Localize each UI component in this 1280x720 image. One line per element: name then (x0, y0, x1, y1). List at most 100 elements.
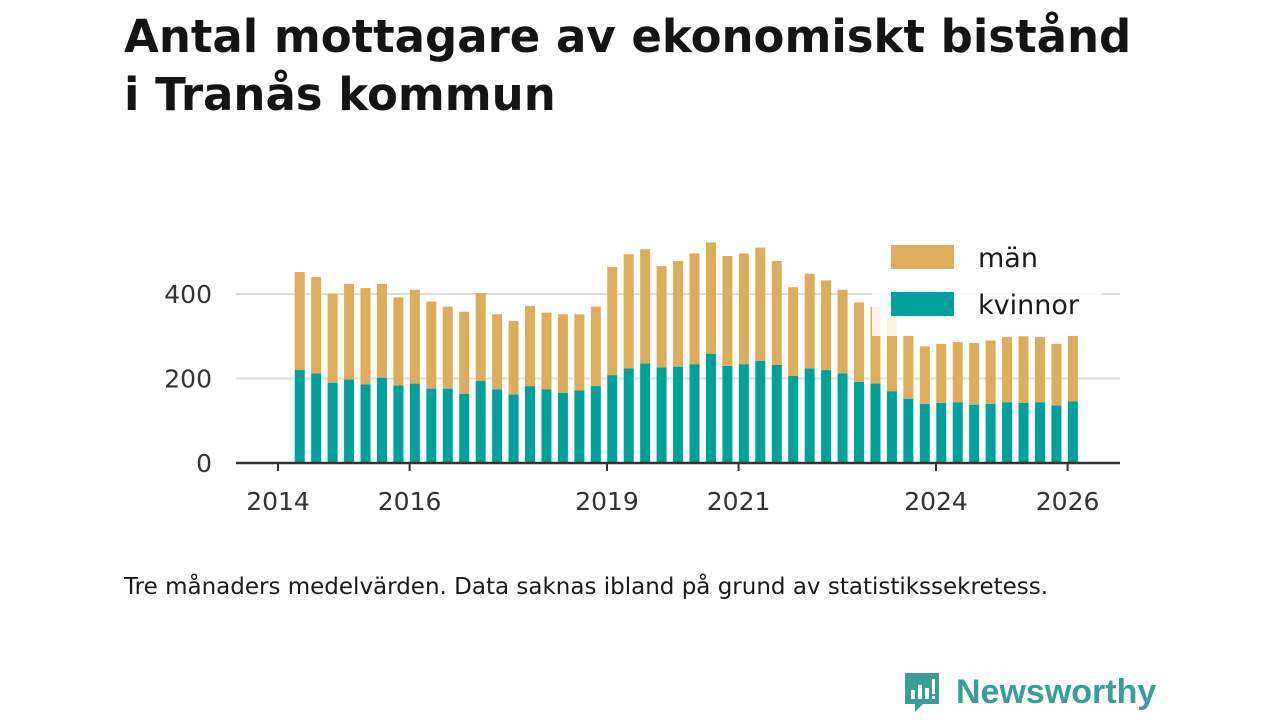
bar-kvinnor (557, 392, 568, 463)
bar-kvinnor (788, 375, 799, 463)
bar-kvinnor (936, 403, 947, 463)
legend: män kvinnor (872, 236, 1102, 336)
bar-man (903, 335, 914, 399)
chart-title-line-2: i Tranås kommun (124, 68, 556, 121)
x-tick-label: 2024 (904, 487, 968, 516)
bar-kvinnor (689, 364, 700, 463)
x-tick-label: 2014 (246, 487, 310, 516)
bar-man (1051, 343, 1062, 406)
bar-kvinnor (623, 368, 634, 463)
bar-kvinnor (771, 364, 782, 463)
bar-kvinnor (344, 379, 355, 463)
bar-kvinnor (705, 353, 716, 463)
bar-man (574, 314, 585, 391)
x-tick-label: 2016 (378, 487, 442, 516)
bar-man (393, 297, 404, 386)
newsworthy-logo: Newsworthy (902, 670, 1156, 714)
bar-man (409, 289, 420, 384)
bar-kvinnor (821, 370, 832, 463)
bar-kvinnor (1067, 401, 1078, 463)
bar-man (525, 305, 536, 387)
legend-swatch-man (891, 245, 954, 269)
bar-kvinnor (738, 364, 749, 463)
bar-man (1034, 337, 1045, 403)
bar-man (344, 283, 355, 380)
bar-man (311, 277, 322, 374)
bar-man (607, 266, 618, 376)
bar-kvinnor (393, 385, 404, 463)
bar-kvinnor (673, 366, 684, 463)
bar-man (508, 321, 519, 395)
legend-swatch-kvinnor (891, 292, 954, 316)
bar-man (952, 342, 963, 403)
bar-man (294, 272, 305, 371)
y-tick-label: 0 (196, 449, 212, 478)
bar-man (738, 253, 749, 365)
bar-kvinnor (755, 360, 766, 463)
bar-man (360, 288, 371, 385)
chart-title-line-1: Antal mottagare av ekonomiskt bistånd (124, 10, 1132, 63)
bar-kvinnor (1034, 402, 1045, 463)
bar-man (442, 306, 453, 389)
bar-kvinnor (590, 386, 601, 463)
bar-kvinnor (525, 386, 536, 463)
bar-kvinnor (656, 367, 667, 463)
bar-kvinnor (1051, 405, 1062, 463)
bar-kvinnor (607, 375, 618, 463)
bar-man (854, 302, 865, 382)
bar-kvinnor (294, 370, 305, 463)
bar-man (788, 287, 799, 376)
bar-man (804, 273, 815, 369)
newsworthy-logo-icon (905, 673, 939, 712)
bar-kvinnor (327, 382, 338, 463)
bar-man (722, 255, 733, 366)
bar-kvinnor (903, 398, 914, 463)
bar-man (771, 261, 782, 365)
bars (294, 242, 1078, 463)
bar-man (673, 261, 684, 367)
bar-kvinnor (360, 384, 371, 463)
bar-kvinnor (722, 365, 733, 463)
legend-label-kvinnor: kvinnor (978, 290, 1080, 321)
bar-man (459, 311, 470, 394)
bar-man (821, 280, 832, 371)
bar-man (837, 289, 848, 374)
bar-kvinnor (854, 381, 865, 463)
bar-man (1002, 337, 1013, 403)
bar-kvinnor (492, 389, 503, 463)
bar-kvinnor (870, 383, 881, 463)
bar-kvinnor (442, 388, 453, 463)
bar-man (557, 314, 568, 393)
bar-man (1018, 336, 1029, 404)
bar-kvinnor (886, 391, 897, 463)
bar-man (492, 314, 503, 390)
x-tick-label: 2026 (1036, 487, 1100, 516)
bar-kvinnor (969, 404, 980, 463)
brand-name: Newsworthy (956, 672, 1157, 711)
bar-kvinnor (311, 373, 322, 463)
bar-man (755, 247, 766, 361)
bar-man (936, 343, 947, 404)
bar-man (1067, 335, 1078, 402)
y-tick-label: 400 (164, 280, 212, 309)
bar-kvinnor (1018, 403, 1029, 463)
bar-kvinnor (804, 368, 815, 463)
bar-man (376, 283, 387, 378)
bar-kvinnor (574, 390, 585, 463)
bar-man (705, 242, 716, 354)
bar-man (541, 312, 552, 390)
bar-kvinnor (640, 363, 651, 463)
y-tick-label: 200 (164, 365, 212, 394)
bar-man (640, 249, 651, 364)
bar-kvinnor (985, 403, 996, 463)
bar-man (475, 293, 486, 382)
bar-man (656, 266, 667, 368)
bar-man (590, 306, 601, 387)
bar-man (870, 306, 881, 384)
x-tick-label: 2021 (707, 487, 771, 516)
bar-kvinnor (376, 377, 387, 463)
bar-man (327, 294, 338, 383)
bar-man (623, 254, 634, 369)
bar-man (919, 346, 930, 404)
